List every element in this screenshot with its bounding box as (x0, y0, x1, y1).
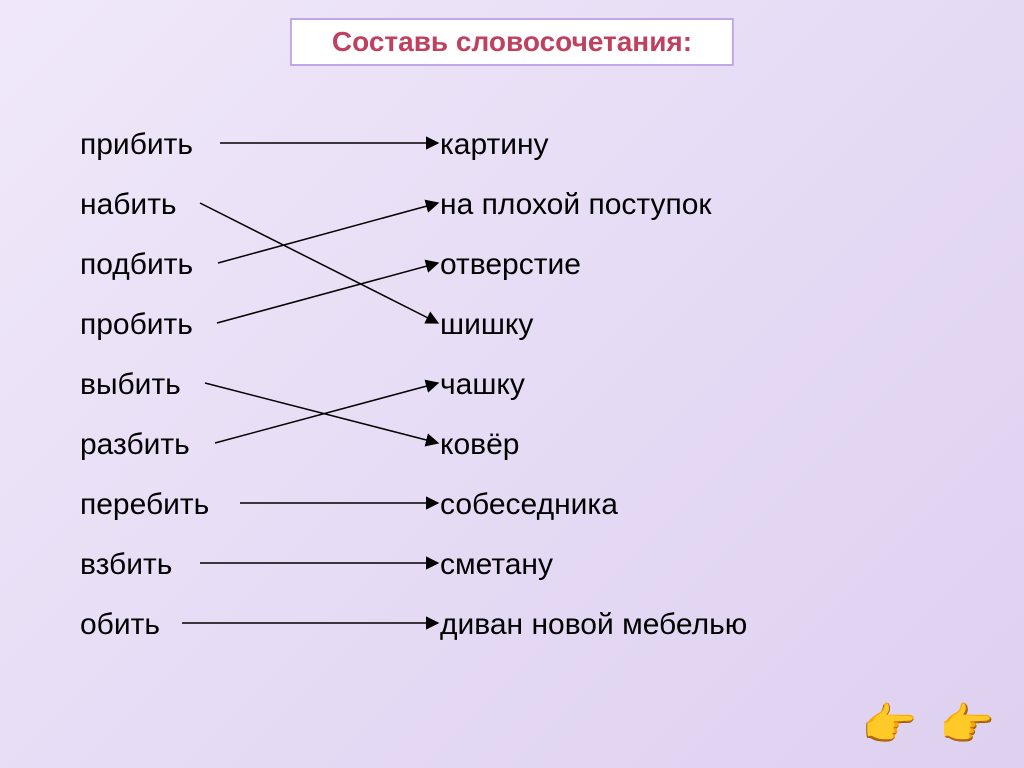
right-item: чашку (440, 370, 525, 400)
left-item: выбить (80, 370, 181, 400)
right-item: картину (440, 130, 549, 160)
right-item: ковёр (440, 430, 519, 460)
right-item: сметану (440, 550, 553, 580)
title-box: Составь словосочетания: (290, 18, 734, 66)
left-item: разбить (80, 430, 190, 460)
nav-controls: 👈 👉 (864, 698, 994, 750)
left-item: обить (80, 610, 160, 640)
left-item: пробить (80, 310, 193, 340)
left-item: взбить (80, 550, 172, 580)
right-item: на плохой поступок (440, 190, 712, 220)
left-item: прибить (80, 130, 193, 160)
right-item: диван новой мебелью (440, 610, 747, 640)
left-item: набить (80, 190, 177, 220)
prev-hand-icon[interactable]: 👈 (864, 698, 919, 750)
right-item: собеседника (440, 490, 618, 520)
left-item: подбить (80, 250, 193, 280)
matching-area: прибить набить подбить пробить выбить разбить… (0, 110, 1024, 670)
left-item: перебить (80, 490, 209, 520)
next-hand-icon[interactable]: 👉 (939, 698, 994, 750)
right-item: отверстие (440, 250, 581, 280)
right-item: шишку (440, 310, 533, 340)
title-text: Составь словосочетания: (332, 26, 692, 57)
